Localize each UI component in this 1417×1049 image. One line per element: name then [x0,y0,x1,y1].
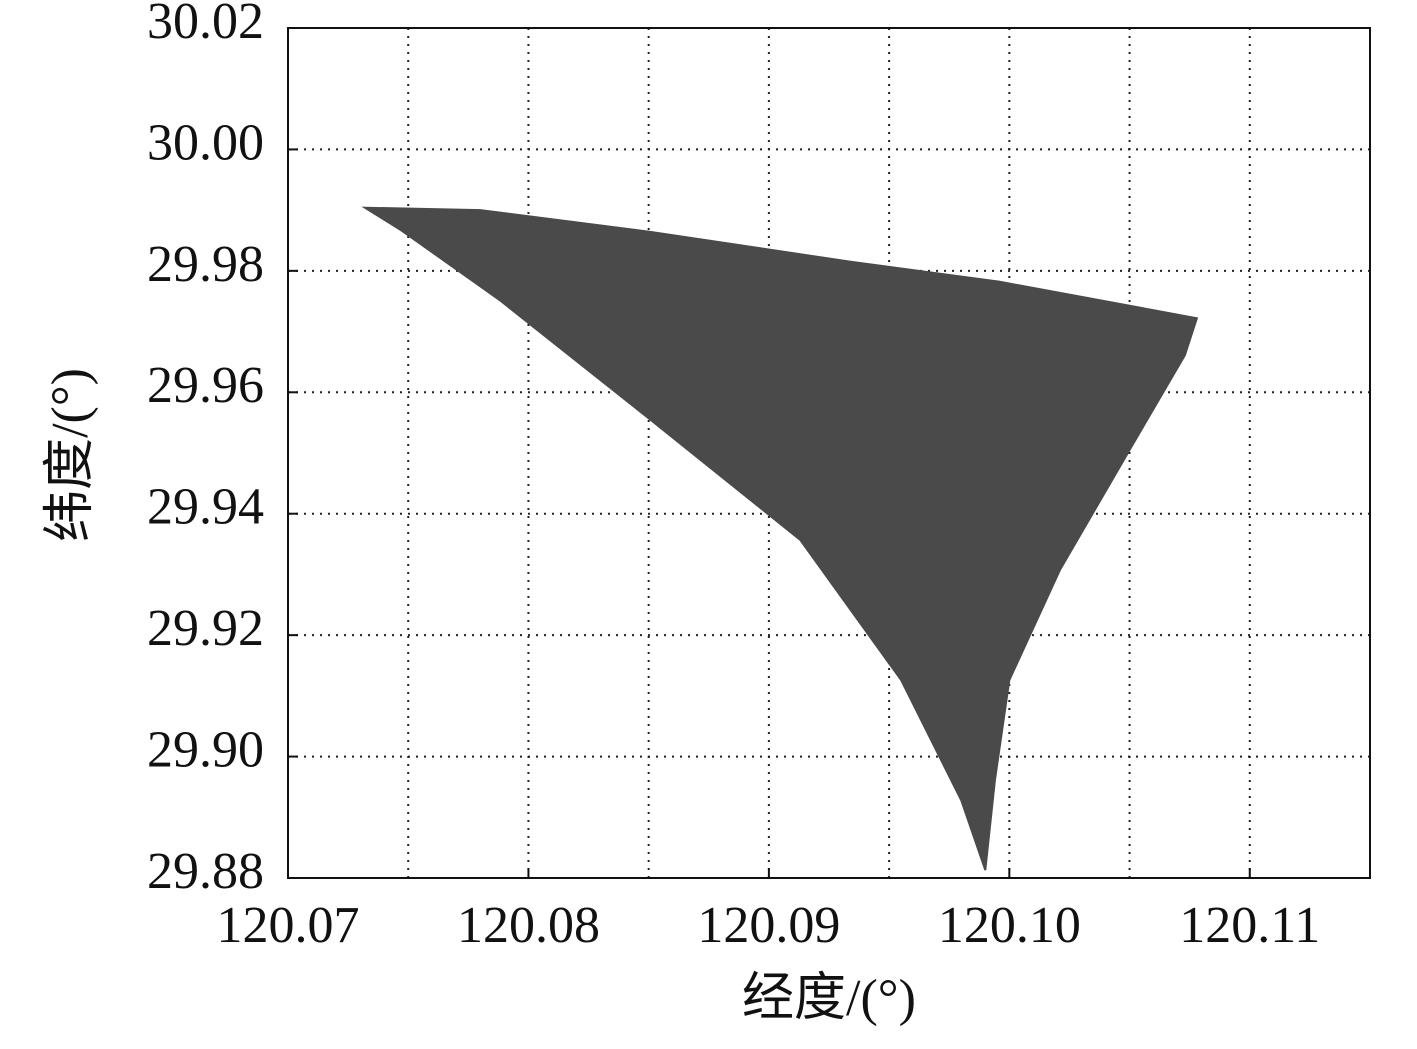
x-tick-label: 120.10 [938,897,1081,954]
y-tick-label: 29.96 [147,357,264,414]
x-tick-label: 120.07 [217,897,360,954]
y-tick-label: 29.92 [147,600,264,657]
y-tick-label: 30.00 [147,114,264,171]
x-tick-label: 120.08 [457,897,600,954]
y-tick-label: 29.94 [147,479,264,536]
y-tick-label: 29.90 [147,722,264,779]
y-tick-label: 29.98 [147,236,264,293]
x-tick-label: 120.11 [1179,897,1320,954]
y-tick-label: 30.02 [147,0,264,50]
x-axis-label: 经度/(°) [742,970,916,1027]
y-tick-label: 29.88 [147,843,264,900]
y-axis-label: 纬度/(°) [42,368,99,542]
x-tick-label: 120.09 [697,897,840,954]
area [361,206,1199,871]
plot-frame [287,27,1371,879]
